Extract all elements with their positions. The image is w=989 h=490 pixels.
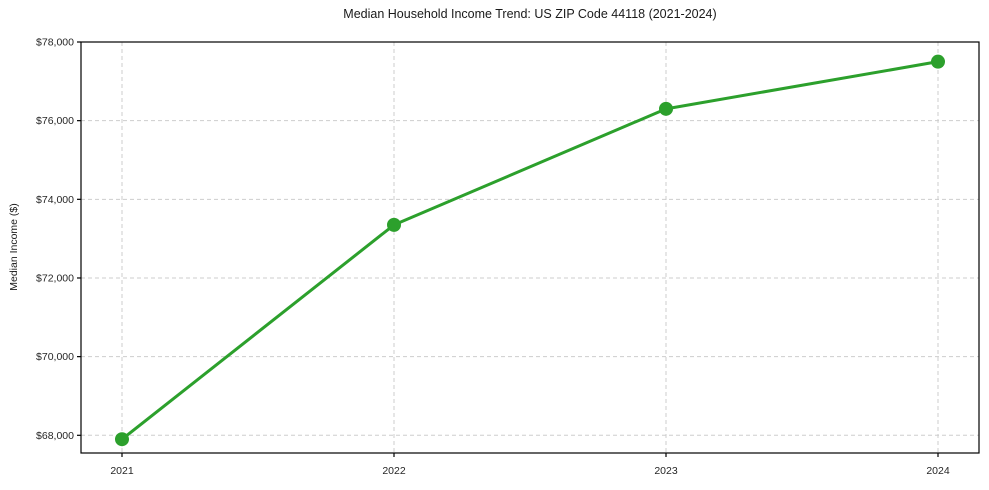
x-tick-label: 2024: [926, 465, 950, 477]
y-tick-label: $74,000: [36, 194, 74, 206]
chart-title: Median Household Income Trend: US ZIP Co…: [343, 7, 717, 21]
data-point-marker: [387, 217, 401, 232]
series-line: [120, 60, 940, 441]
y-tick-label: $78,000: [36, 37, 74, 49]
data-point-marker: [659, 101, 673, 116]
x-tick-label: 2023: [654, 465, 678, 477]
y-tick-label: $72,000: [36, 272, 74, 284]
data-point-marker: [115, 432, 129, 447]
y-tick-label: $68,000: [36, 430, 74, 442]
y-tick-label: $76,000: [36, 115, 74, 127]
x-tick-label: 2021: [110, 465, 134, 477]
x-tick-label: 2022: [382, 465, 406, 477]
data-point-marker: [931, 54, 945, 69]
axes-spines: [80, 41, 980, 454]
y-tick-label: $70,000: [36, 351, 74, 363]
